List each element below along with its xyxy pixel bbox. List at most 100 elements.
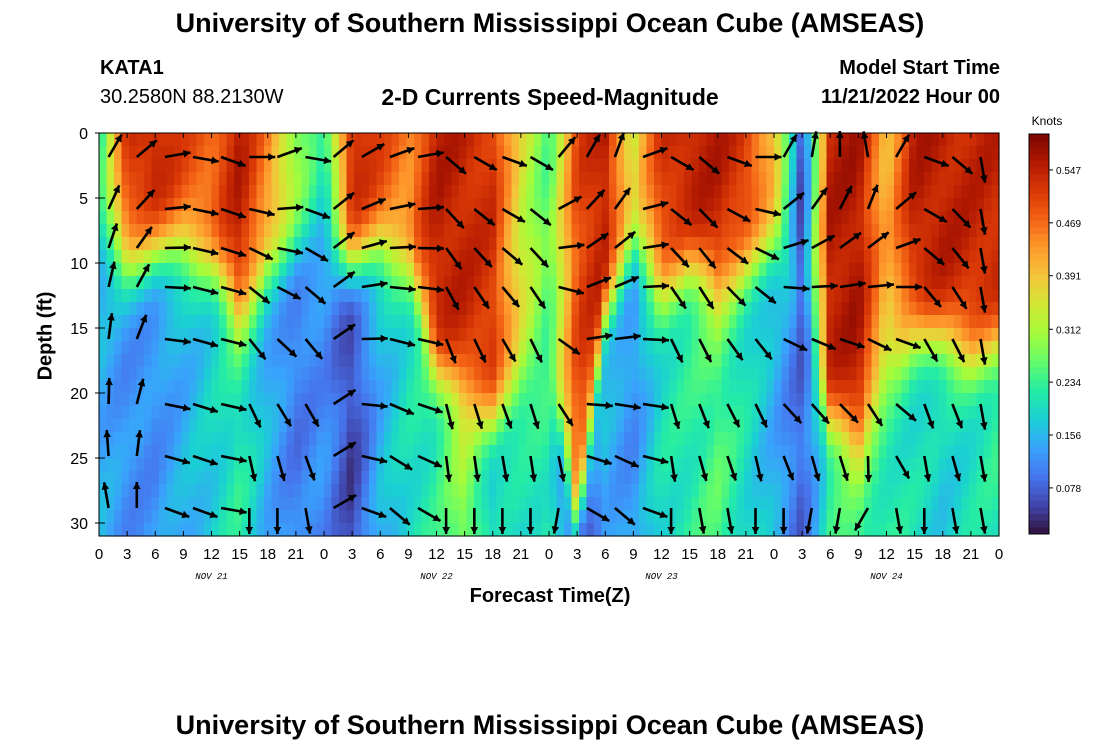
heatmap-cell [736,393,745,407]
heatmap-cell [961,471,970,485]
heatmap-cell [541,211,550,225]
heatmap-cell [346,289,355,303]
heatmap-cell [841,172,850,186]
heatmap-cell [961,185,970,199]
heatmap-cell [309,445,318,459]
heatmap-cell [376,406,385,420]
heatmap-cell [309,250,318,264]
colorbar-label: 0.156 [1056,431,1081,442]
heatmap-cell [144,172,153,186]
heatmap-cell [384,237,393,251]
heatmap-cell [909,185,918,199]
heatmap-cell [466,406,475,420]
heatmap-cell [729,380,738,394]
heatmap-cell [901,354,910,368]
heatmap-cell [511,237,520,251]
heatmap-cell [159,211,168,225]
heatmap-cell [804,367,813,381]
heatmap-cell [106,406,115,420]
heatmap-cell [774,185,783,199]
heatmap-cell [496,419,505,433]
heatmap-cell [796,198,805,212]
heatmap-cell [954,354,963,368]
heatmap-cell [856,185,865,199]
heatmap-cell [421,185,430,199]
heatmap-cell [151,224,160,238]
current-arrow-head [603,276,611,284]
heatmap-cell [534,315,543,329]
heatmap-cell [789,484,798,498]
heatmap-cell [669,185,678,199]
heatmap-cell [976,146,985,160]
heatmap-cell [181,302,190,316]
heatmap-cell [736,133,745,147]
heatmap-cell [586,250,595,264]
heatmap-cell [781,432,790,446]
current-arrow-head [912,237,921,246]
heatmap-cell [481,315,490,329]
heatmap-cell [339,263,348,277]
heatmap-cell [624,341,633,355]
heatmap-cell [369,250,378,264]
heatmap-cell [406,354,415,368]
heatmap-cell [489,224,498,238]
heatmap-cell [946,146,955,160]
heatmap-cell [759,211,768,225]
current-arrow-head [401,517,410,525]
heatmap-cell [849,185,858,199]
heatmap-cell [864,523,873,537]
heatmap-cell [654,458,663,472]
heatmap-cell [339,133,348,147]
heatmap-cell [264,445,273,459]
heatmap-cell [691,263,700,277]
heatmap-cell [114,250,123,264]
heatmap-cell [421,406,430,420]
heatmap-cell [804,211,813,225]
heatmap-cell [924,523,933,537]
heatmap-cell [496,211,505,225]
current-arrow-head [964,166,973,174]
current-arrow-head [449,355,457,364]
heatmap-cell [976,224,985,238]
heatmap-cell [354,484,363,498]
heatmap-cell [721,367,730,381]
heatmap-cell [579,146,588,160]
heatmap-cell [669,380,678,394]
heatmap-cell [601,133,610,147]
heatmap-cell [961,224,970,238]
heatmap-cell [339,211,348,225]
heatmap-cell [121,133,130,147]
heatmap-cell [121,341,130,355]
heatmap-cell [759,263,768,277]
y-tick-label: 20 [70,386,88,403]
heatmap-cell [616,523,625,537]
heatmap-cell [129,250,138,264]
heatmap-cell [781,224,790,238]
heatmap-cell [954,224,963,238]
current-arrow-head [436,203,444,212]
heatmap-cell [444,237,453,251]
heatmap-cell [189,185,198,199]
heatmap-cell [406,367,415,381]
heatmap-cell [399,133,408,147]
heatmap-cell [339,380,348,394]
heatmap-cell [121,328,130,342]
heatmap-cell [819,445,828,459]
heatmap-cell [354,159,363,173]
heatmap-cell [331,341,340,355]
heatmap-cell [451,458,460,472]
heatmap-cell [916,367,925,381]
heatmap-cell [489,510,498,524]
heatmap-cell [669,211,678,225]
current-arrow-head [902,134,910,143]
heatmap-cell [849,172,858,186]
heatmap-cell [339,328,348,342]
heatmap-cell [354,367,363,381]
current-arrow-head [871,184,879,193]
heatmap-cell [451,237,460,251]
heatmap-cell [714,133,723,147]
heatmap-cell [391,510,400,524]
heatmap-cell [301,354,310,368]
heatmap-cell [909,471,918,485]
heatmap-cell [639,497,648,511]
